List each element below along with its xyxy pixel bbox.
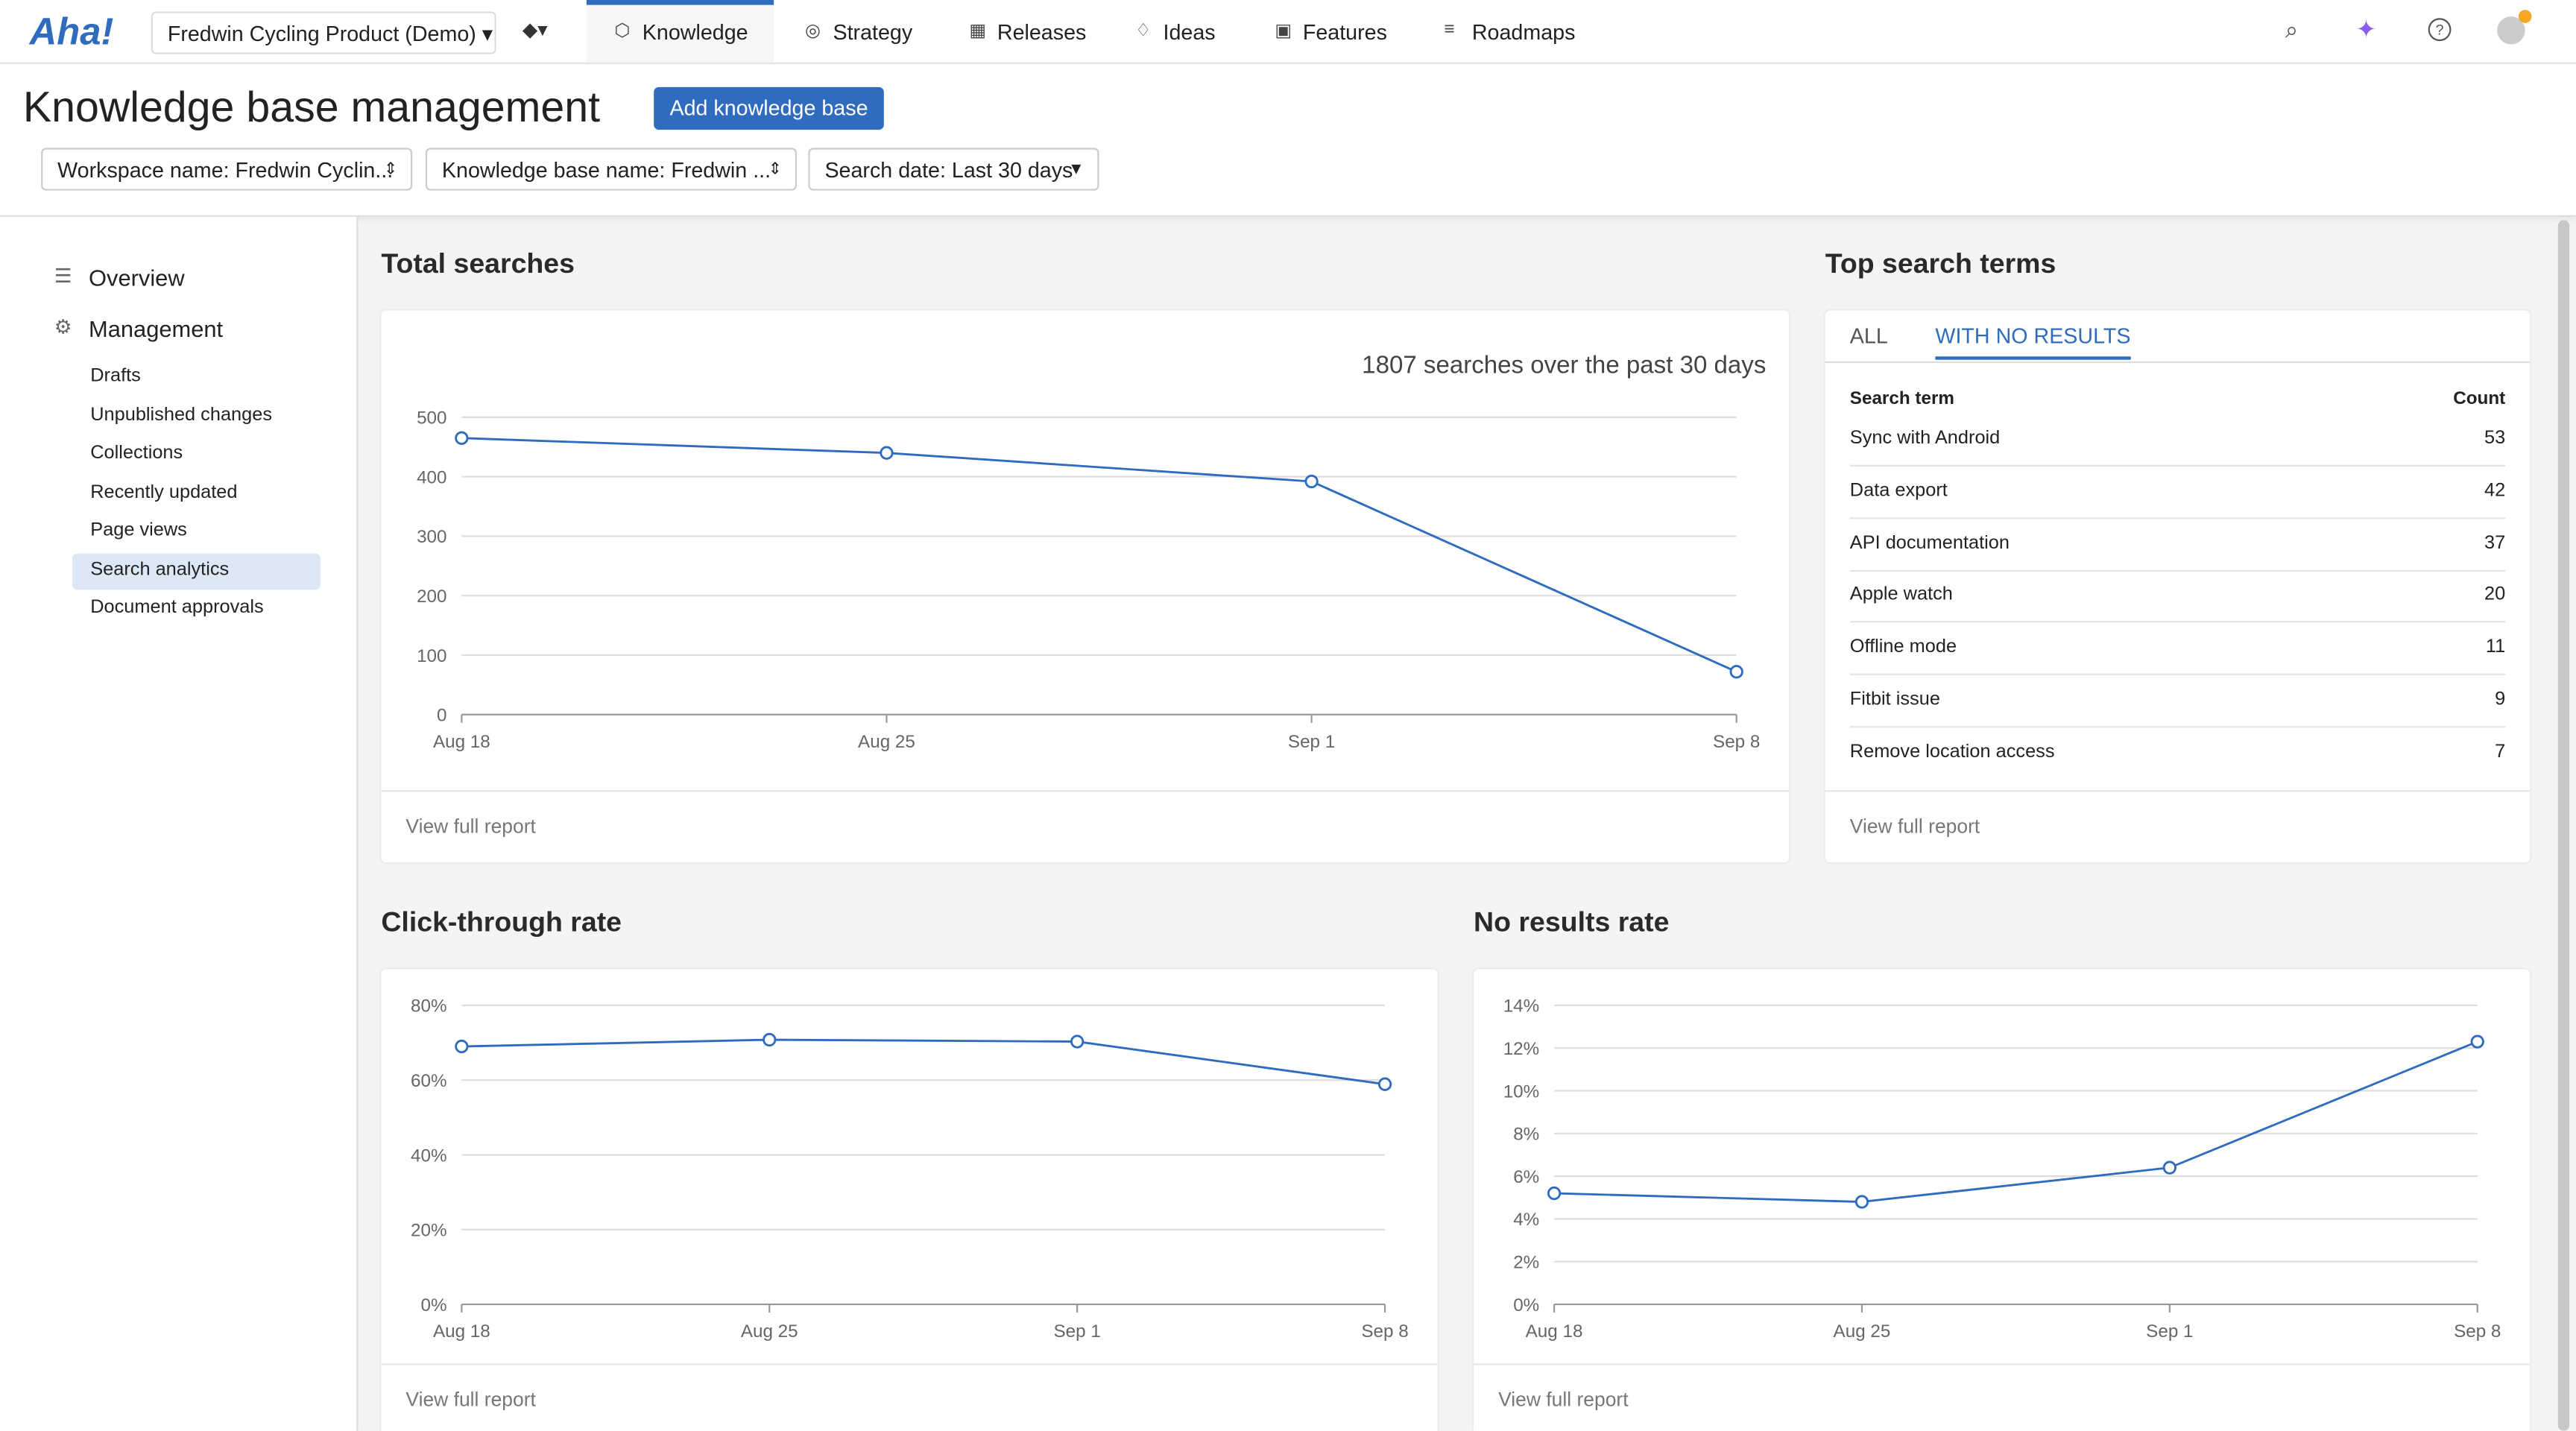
ai-icon[interactable]: ✦	[2355, 16, 2377, 45]
count: 20	[2484, 585, 2506, 605]
filter-label: Workspace name: Fredwin Cyclin...	[57, 157, 394, 183]
count: 37	[2484, 533, 2506, 553]
card-title: No results rate	[1474, 906, 1670, 938]
filter-arrow: ⇕	[383, 160, 398, 180]
filter-arrow: ⇕	[768, 160, 783, 180]
count: 9	[2495, 689, 2506, 710]
sidebar-section[interactable]: Overview	[89, 264, 185, 291]
nav-tab[interactable]: Strategy	[833, 19, 913, 45]
help-icon[interactable]: ?	[2428, 18, 2452, 42]
product-name: Fredwin Cycling Product (Demo)	[167, 21, 476, 46]
term: Fitbit issue	[1849, 689, 1940, 710]
tab-icon: ▦	[969, 21, 987, 42]
tab-active[interactable]: WITH NO RESULTS	[1935, 323, 2131, 360]
term: Sync with Android	[1849, 429, 2001, 449]
sidebar-item[interactable]: Drafts	[90, 366, 141, 386]
sidebar-section[interactable]: Management	[89, 315, 224, 342]
count: 11	[2485, 637, 2506, 658]
filter-select[interactable]: Workspace name: Fredwin Cyclin... ⇕	[41, 148, 413, 191]
row-divider	[1849, 569, 2506, 572]
tab-icon: ▣	[1275, 21, 1292, 42]
divider	[1825, 790, 2531, 792]
management-icon: ⚙	[54, 315, 72, 339]
tab-icon: ◎	[804, 21, 821, 42]
active-item-bg	[72, 553, 321, 590]
count: 42	[2484, 481, 2506, 501]
tab[interactable]: ALL	[1849, 323, 1888, 349]
filter-select[interactable]: Search date: Last 30 days ▼	[808, 148, 1099, 191]
tab-divider	[1825, 361, 2531, 364]
sidebar-item[interactable]: Unpublished changes	[90, 405, 273, 425]
scrollbar[interactable]	[2557, 220, 2570, 1431]
term: API documentation	[1849, 533, 2010, 553]
active-tab-bg	[586, 0, 774, 63]
add-button[interactable]: Add knowledge base	[654, 86, 884, 130]
logo[interactable]: Aha!	[29, 10, 114, 53]
card-title: Click-through rate	[381, 906, 622, 938]
tab-icon: ♢	[1135, 21, 1152, 42]
page-title: Knowledge base management	[22, 82, 601, 132]
sidebar-item[interactable]: Recently updated	[90, 481, 238, 502]
filter-label: Knowledge base name: Fredwin ...	[441, 157, 771, 183]
sidebar-item[interactable]: Collections	[90, 443, 183, 464]
chart-subtitle: 1807 searches over the past 30 days	[1362, 351, 1767, 380]
tab-icon: ≡	[1444, 19, 1455, 40]
view-report-link[interactable]: View full report	[1498, 1388, 1629, 1412]
notification-dot	[2518, 10, 2532, 23]
terms-card	[1825, 310, 2531, 863]
card-title: Total searches	[381, 247, 575, 279]
tab-icon: ⬡	[614, 21, 631, 42]
row-divider	[1849, 674, 2506, 676]
column-header: Search term	[1849, 389, 1954, 409]
product-select[interactable]: Fredwin Cycling Product (Demo) ▾	[151, 11, 496, 54]
view-report-link[interactable]: View full report	[1849, 815, 1980, 838]
nav-tab[interactable]: Roadmaps	[1471, 19, 1576, 45]
row-divider	[1849, 622, 2506, 624]
row-divider	[1849, 464, 2506, 467]
term: Apple watch	[1849, 585, 1953, 605]
workspace-menu[interactable]: ◆▾	[522, 18, 548, 42]
nav-tab[interactable]: Releases	[997, 19, 1087, 45]
chart-card	[381, 969, 1438, 1431]
term: Offline mode	[1849, 637, 1957, 658]
chart-card	[381, 310, 1790, 863]
column-header: Count	[2453, 389, 2506, 409]
nav-tab[interactable]: Ideas	[1163, 19, 1216, 45]
card-title: Top search terms	[1825, 247, 2056, 279]
count: 7	[2495, 742, 2506, 762]
filter-arrow: ▼	[1067, 160, 1085, 180]
divider	[1474, 1363, 2531, 1365]
term: Remove location access	[1849, 742, 2055, 762]
nav-tab[interactable]: Features	[1302, 19, 1387, 45]
header	[0, 63, 2576, 217]
chart-card	[1474, 969, 2531, 1431]
filter-select[interactable]: Knowledge base name: Fredwin ... ⇕	[425, 148, 797, 191]
term: Data export	[1849, 481, 1948, 501]
view-report-link[interactable]: View full report	[405, 1388, 536, 1412]
divider	[381, 1363, 1438, 1365]
row-divider	[1849, 517, 2506, 519]
view-report-link[interactable]: View full report	[405, 815, 536, 838]
sidebar-item[interactable]: Search analytics	[90, 559, 230, 579]
overview-icon: ☰	[54, 264, 72, 288]
row-divider	[1849, 726, 2506, 728]
divider	[381, 790, 1790, 792]
search-icon[interactable]: ⌕	[2285, 16, 2299, 43]
sidebar-item[interactable]: Page views	[90, 520, 187, 541]
nav-tab[interactable]: Knowledge	[642, 19, 748, 45]
count: 53	[2484, 429, 2506, 449]
sidebar	[0, 216, 359, 1431]
filter-label: Search date: Last 30 days	[824, 157, 1073, 183]
sidebar-item[interactable]: Document approvals	[90, 598, 264, 618]
